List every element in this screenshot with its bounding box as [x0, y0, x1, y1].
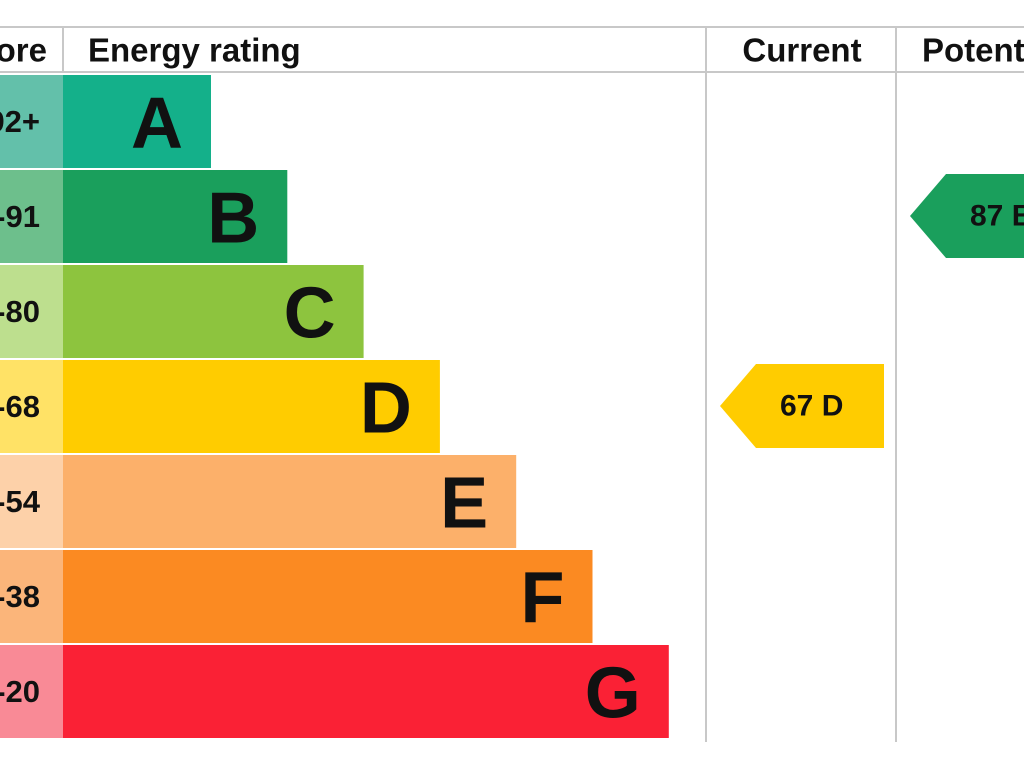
rating-bar: [63, 360, 440, 453]
score-range: 81-91: [0, 199, 40, 234]
potential-header: Potential: [922, 32, 1024, 69]
current-label: 67 D: [780, 390, 843, 423]
score-header: Score: [0, 32, 47, 69]
rating-bar: [63, 170, 288, 263]
score-cell: [0, 360, 63, 453]
rating-letter: C: [284, 274, 336, 354]
score-range: 39-54: [0, 484, 41, 519]
score-range: 92+: [0, 104, 40, 139]
score-cell: [0, 455, 63, 548]
rating-bar: [63, 75, 211, 168]
rating-letter: E: [440, 464, 488, 544]
rating-letter: D: [360, 369, 412, 449]
score-range: 21-38: [0, 579, 40, 614]
score-range: 1-20: [0, 674, 40, 709]
score-cell: [0, 75, 63, 168]
current-header: Current: [742, 32, 861, 69]
score-range: 55-68: [0, 389, 40, 424]
score-cell: [0, 170, 63, 263]
rating-bar: [63, 645, 669, 738]
potential-label: 87 B: [970, 200, 1024, 233]
rating-bar: [63, 455, 517, 548]
rating-bar: [63, 550, 593, 643]
rating-letter: F: [521, 559, 565, 639]
rating-bar: [63, 265, 364, 358]
current-arrow: [720, 364, 884, 448]
rating-letter: B: [207, 179, 259, 259]
score-cell: [0, 265, 63, 358]
rating-header: Energy rating: [88, 32, 301, 69]
score-cell: [0, 550, 63, 643]
potential-arrow: [910, 174, 1024, 258]
score-range: 69-80: [0, 294, 40, 329]
rating-letter: G: [585, 654, 641, 734]
score-cell: [0, 645, 63, 738]
rating-letter: A: [131, 84, 183, 164]
